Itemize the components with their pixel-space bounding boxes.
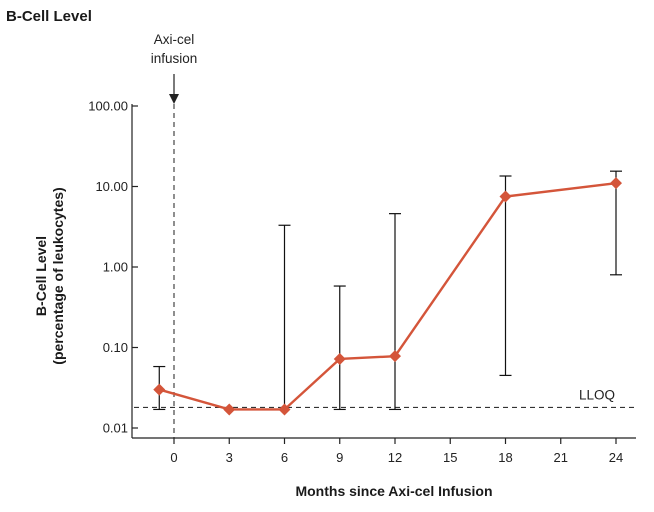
axes (131, 104, 636, 439)
data-point-marker (610, 177, 622, 190)
error-bars (153, 170, 622, 411)
x-tick-label: 18 (498, 450, 512, 465)
infusion-label-line-1: Axi-cel (154, 32, 195, 47)
y-axis-title-line-1: B-Cell Level (33, 236, 49, 316)
x-tick-label: 12 (388, 450, 402, 465)
y-tick-label: 1.00 (103, 260, 128, 275)
lloq-annotation: LLOQ (134, 387, 636, 409)
x-axis-title: Months since Axi-cel Infusion (295, 483, 492, 499)
chart-title: B-Cell Level (6, 8, 92, 25)
infusion-label-line-2: infusion (151, 51, 198, 66)
x-tick-label: 21 (554, 450, 568, 465)
x-tick-label: 3 (226, 450, 233, 465)
lloq-label: LLOQ (579, 387, 615, 402)
y-tick-label: 100.00 (88, 99, 128, 114)
y-ticks: 0.01 0.10 1.00 10.00 100.00 (88, 99, 138, 436)
x-tick-label: 6 (281, 450, 288, 465)
infusion-annotation: Axi-cel infusion (151, 32, 198, 438)
data-point-marker (223, 403, 236, 416)
data-point-marker (333, 352, 346, 365)
data-point-marker (499, 190, 512, 203)
data-point-marker (153, 383, 166, 396)
data-markers (153, 177, 622, 416)
y-tick-label: 10.00 (95, 179, 128, 194)
x-tick-label: 9 (336, 450, 343, 465)
x-tick-label: 15 (443, 450, 457, 465)
y-tick-label: 0.01 (103, 421, 128, 436)
y-axis-title-line-2: (percentage of leukocytes) (50, 187, 66, 364)
data-point-marker (389, 350, 401, 363)
data-point-marker (278, 403, 291, 416)
x-tick-label: 24 (609, 450, 623, 465)
y-tick-label: 0.10 (103, 340, 128, 355)
x-ticks: 0 3 6 9 12 15 18 21 24 (170, 438, 623, 465)
series-line (158, 181, 617, 411)
x-tick-label: 0 (170, 450, 177, 465)
infusion-arrow-head (169, 94, 179, 104)
